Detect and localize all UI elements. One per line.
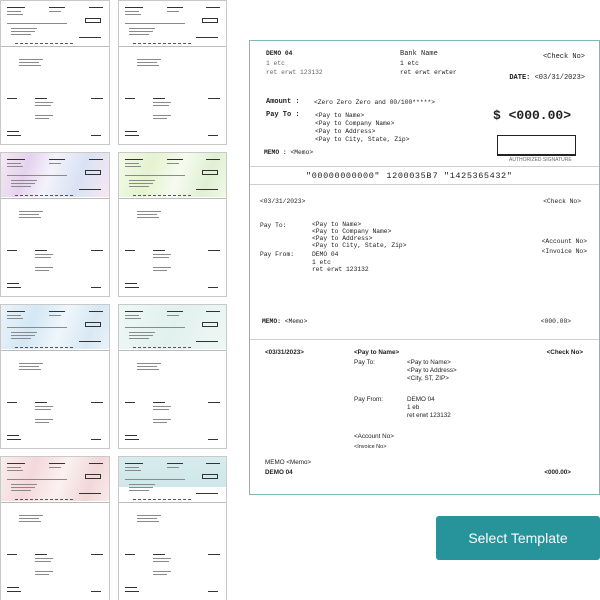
bank-address-1: 1 etc <box>400 60 419 67</box>
template-thumbnail-plain-black[interactable] <box>0 0 110 145</box>
divider <box>250 339 599 340</box>
template-thumbnail-plain-top-stub[interactable] <box>118 0 227 145</box>
payer-line: 1 eb <box>407 404 451 412</box>
check-date: <03/31/2023> <box>535 74 585 82</box>
stub2-payee-block: <Pay to Name> <Pay to Address> <City, ST… <box>407 359 457 383</box>
stub2-memo: MEMO <Memo> <box>265 459 311 466</box>
check-number: <Check No> <box>543 53 585 61</box>
memo-label: MEMO: <box>262 318 281 325</box>
stub2-amount: <000.00> <box>544 469 571 476</box>
micr-line: "00000000000" ⑐1200035B⑐7 "1425365432" <box>306 171 512 181</box>
divider <box>250 184 599 185</box>
template-thumbnail-red-wave[interactable] <box>0 456 110 600</box>
check-date-row: DATE: <03/31/2023> <box>509 74 585 82</box>
stub1-date: <03/31/2023> <box>260 198 305 205</box>
signature-label: AUTHORIZED SIGNATURE <box>509 157 572 163</box>
payer-line: 1 etc <box>312 259 369 267</box>
payer-line: ret erwt 123132 <box>312 266 369 274</box>
template-thumbnail-blue-wave[interactable] <box>0 304 110 449</box>
payee-line: <Pay to Address> <box>312 235 406 242</box>
payee-line: <Pay to Name> <box>407 359 457 367</box>
memo-value: <Memo> <box>290 149 313 156</box>
payee-line: <Pay to Company Name> <box>315 120 409 128</box>
company-address-2: ret erwt 123132 <box>266 69 323 76</box>
payee-line: <City, ST, ZIP> <box>407 375 457 383</box>
stub2-payer-block: DEMO 04 1 eb ret erwt 123132 <box>407 396 451 420</box>
payee-line: <Pay to Address> <box>315 128 409 136</box>
stub2-pay-from-label: Pay From: <box>354 396 383 403</box>
stub1-pay-to-label: Pay To: <box>260 222 286 229</box>
pay-to-label: Pay To : <box>266 111 300 119</box>
date-label: DATE: <box>509 74 530 82</box>
check-memo: MEMO : <Memo> <box>264 149 313 156</box>
payee-line: <Pay to Address> <box>407 367 457 375</box>
stub2-date: <03/31/2023> <box>265 349 304 356</box>
bank-name: Bank Name <box>400 50 438 58</box>
template-thumbnail-teal-header[interactable] <box>118 456 227 600</box>
signature-box <box>497 135 576 155</box>
template-thumbnail-purple-wave[interactable] <box>0 152 110 297</box>
template-preview: DEMO 04 1 etc ret erwt 123132 Bank Name … <box>249 40 600 495</box>
payee-line: <Pay to Name> <box>315 112 409 120</box>
stub1-check-number: <Check No> <box>543 198 581 205</box>
stub2-pay-to-label: Pay To: <box>354 359 375 366</box>
payer-line: DEMO 04 <box>312 251 369 259</box>
company-name: DEMO 04 <box>266 50 292 57</box>
stub1-invoice-number: <Invoice No> <box>542 248 587 255</box>
payee-line: <Pay to Company Name> <box>312 228 406 235</box>
amount-figure: $ <000.00> <box>493 108 571 123</box>
template-thumbnail-teal-plain[interactable] <box>118 304 227 449</box>
memo-value: <Memo> <box>285 318 308 325</box>
payee-line: <Pay to City, State, Zip> <box>315 136 409 144</box>
memo-label: MEMO : <box>264 149 287 156</box>
divider <box>250 166 599 167</box>
payee-line: <Pay to Name> <box>312 221 406 228</box>
stub1-payee-block: <Pay to Name> <Pay to Company Name> <Pay… <box>312 221 406 249</box>
signature-line <box>497 155 576 156</box>
stub2-pay-to-name: <Pay to Name> <box>354 349 399 356</box>
payee-line: <Pay to City, State, Zip> <box>312 242 406 249</box>
stub1-amount: <000.00> <box>541 318 571 325</box>
company-address-1: 1 etc <box>266 60 285 67</box>
template-thumbnail-green-wave[interactable] <box>118 152 227 297</box>
payer-line: DEMO 04 <box>407 396 451 404</box>
amount-label: Amount : <box>266 98 300 106</box>
select-template-button[interactable]: Select Template <box>436 516 600 560</box>
stub2-check-number: <Check No> <box>547 349 583 356</box>
bank-address-2: ret erwt erwter <box>400 69 457 76</box>
stub1-account-number: <Account No> <box>542 238 587 245</box>
stub2-account-number: <Account No> <box>354 433 394 440</box>
payer-line: ret erwt 123132 <box>407 412 451 420</box>
stub1-memo: MEMO: <Memo> <box>262 318 307 325</box>
stub2-company-name: DEMO 04 <box>265 469 293 476</box>
stub2-invoice-number: <Invoice No> <box>354 444 386 450</box>
stub1-payer-block: DEMO 04 1 etc ret erwt 123132 <box>312 251 369 274</box>
check-background-band <box>119 457 226 487</box>
payee-block: <Pay to Name> <Pay to Company Name> <Pay… <box>315 112 409 144</box>
amount-in-words: <Zero Zero Zero and 00/100*****> <box>314 99 435 106</box>
stub1-pay-from-label: Pay From: <box>260 251 294 258</box>
